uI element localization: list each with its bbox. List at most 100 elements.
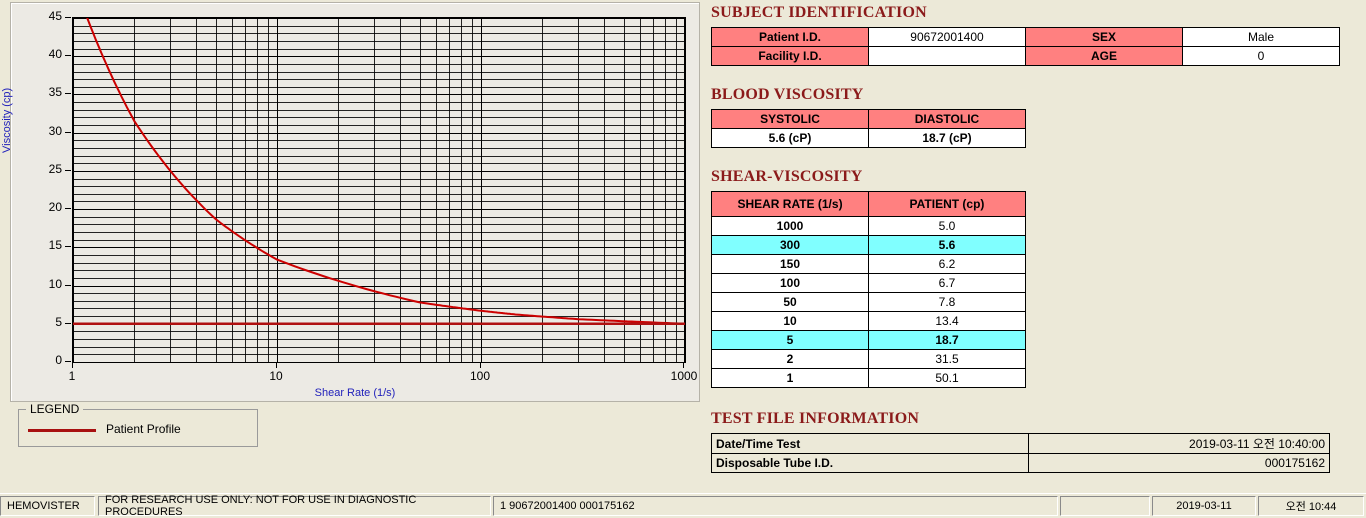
chart-gridline-h — [73, 293, 685, 294]
y-tick-mark — [65, 17, 71, 18]
chart-gridline-v — [640, 18, 641, 362]
shear-viscosity-table: SHEAR RATE (1/s) PATIENT (cp) 1000 5.0 300… — [711, 191, 1026, 388]
chart-gridline-h — [73, 286, 685, 287]
y-tick-mark — [65, 322, 71, 324]
chart-gridline-h — [73, 316, 685, 317]
chart-gridline-v — [578, 18, 579, 362]
x-tick-mark — [480, 362, 481, 368]
chart-gridline-h — [73, 247, 685, 248]
chart-gridline-v — [665, 18, 666, 362]
sex-label: SEX — [1025, 27, 1183, 47]
chart-gridline-v — [472, 18, 473, 362]
y-tick-label: 30 — [48, 123, 62, 138]
status-blank-1 — [1060, 496, 1150, 516]
shear-rate-cell: 50 — [711, 292, 869, 312]
table-row: 10 13.4 — [711, 311, 1026, 331]
chart-gridline-h — [73, 201, 685, 202]
table-row: 5 18.7 — [711, 330, 1026, 350]
chart-gridline-h — [73, 148, 685, 149]
chart-series-layer — [73, 18, 685, 326]
test-file-information-title: TEST FILE INFORMATION — [711, 410, 920, 427]
chart-gridline-h — [73, 102, 685, 103]
shear-viscosity-title: SHEAR-VISCOSITY — [711, 168, 863, 185]
chart-gridline-v — [461, 18, 462, 362]
chart-gridline-v — [73, 18, 74, 362]
x-tick-label: 100 — [469, 369, 491, 383]
chart-gridline-v — [624, 18, 625, 362]
chart-gridline-v — [134, 18, 135, 362]
y-tick-label: 20 — [48, 200, 62, 215]
chart-gridline-v — [374, 18, 375, 362]
chart-gridline-h — [73, 33, 685, 34]
chart-gridline-h — [73, 72, 685, 73]
legend-line-swatch — [28, 429, 96, 432]
y-tick-mark — [65, 131, 71, 133]
chart-gridline-h — [73, 26, 685, 27]
patient-viscosity-cell: 5.6 — [868, 235, 1026, 255]
chart-gridline-h — [73, 232, 685, 233]
x-tick-mark — [683, 362, 684, 368]
y-tick-mark — [65, 169, 71, 171]
y-tick-label: 15 — [48, 238, 62, 253]
y-tick-mark — [65, 93, 71, 95]
y-tick-mark — [65, 55, 71, 57]
x-tick-mark — [276, 362, 277, 368]
chart-gridline-v — [268, 18, 269, 362]
systolic-label: SYSTOLIC — [711, 109, 869, 129]
table-row: 1 50.1 — [711, 368, 1026, 388]
shear-rate-cell: 1 — [711, 368, 869, 388]
patient-id-label: Patient I.D. — [711, 27, 869, 47]
y-tick-label: 40 — [48, 47, 62, 62]
chart-gridline-h — [73, 217, 685, 218]
table-row: 5.6 (cP) 18.7 (cP) — [711, 128, 1026, 148]
chart-gridline-v — [653, 18, 654, 362]
y-tick-mark — [65, 284, 71, 286]
chart-gridline-h — [73, 240, 685, 241]
chart-gridline-v — [257, 18, 258, 362]
diastolic-label: DIASTOLIC — [868, 109, 1026, 129]
chart-gridline-v — [277, 18, 278, 362]
chart-gridline-h — [73, 179, 685, 180]
chart-gridline-h — [73, 64, 685, 65]
shear-rate-cell: 2 — [711, 349, 869, 369]
facility-id-value — [868, 46, 1026, 66]
chart-gridline-v — [420, 18, 421, 362]
chart-gridline-v — [232, 18, 233, 362]
chart-gridline-h — [73, 140, 685, 141]
status-disclaimer: FOR RESEARCH USE ONLY: NOT FOR USE IN DI… — [98, 494, 491, 518]
shear-rate-cell: 5 — [711, 330, 869, 350]
chart-gridline-h — [73, 263, 685, 264]
chart-gridline-h — [73, 347, 685, 348]
chart-gridline-h — [73, 331, 685, 332]
chart-gridline-h — [73, 171, 685, 172]
chart-gridline-h — [73, 87, 685, 88]
datetime-label: Date/Time Test — [711, 433, 1029, 454]
blood-viscosity-title: BLOOD VISCOSITY — [711, 86, 864, 103]
patient-viscosity-cell: 50.1 — [868, 368, 1026, 388]
chart-gridline-h — [73, 41, 685, 42]
chart-gridline-h — [73, 301, 685, 302]
chart-gridline-h — [73, 362, 685, 363]
chart-plot-area — [72, 17, 686, 363]
chart-gridline-v — [170, 18, 171, 362]
y-tick-mark — [65, 361, 71, 362]
diastolic-value: 18.7 (cP) — [868, 128, 1026, 148]
patient-viscosity-cell: 6.2 — [868, 254, 1026, 274]
chart-gridline-v — [400, 18, 401, 362]
legend-entry-label: Patient Profile — [106, 422, 181, 436]
chart-gridline-v — [481, 18, 482, 362]
x-tick-mark — [72, 362, 73, 368]
patient-column-header: PATIENT (cp) — [868, 191, 1026, 217]
status-bar: HEMOVISTER FOR RESEARCH USE ONLY: NOT FO… — [0, 493, 1366, 518]
shear-rate-column-header: SHEAR RATE (1/s) — [711, 191, 869, 217]
chart-gridline-v — [449, 18, 450, 362]
x-axis-title: Shear Rate (1/s) — [314, 387, 396, 399]
chart-gridline-h — [73, 308, 685, 309]
y-tick-label: 45 — [48, 9, 62, 23]
shear-rate-cell: 300 — [711, 235, 869, 255]
patient-viscosity-cell: 5.0 — [868, 216, 1026, 236]
y-tick-label: 5 — [55, 314, 62, 329]
status-date: 2019-03-11 — [1152, 496, 1256, 516]
tube-id-label: Disposable Tube I.D. — [711, 453, 1029, 473]
chart-gridline-h — [73, 209, 685, 210]
